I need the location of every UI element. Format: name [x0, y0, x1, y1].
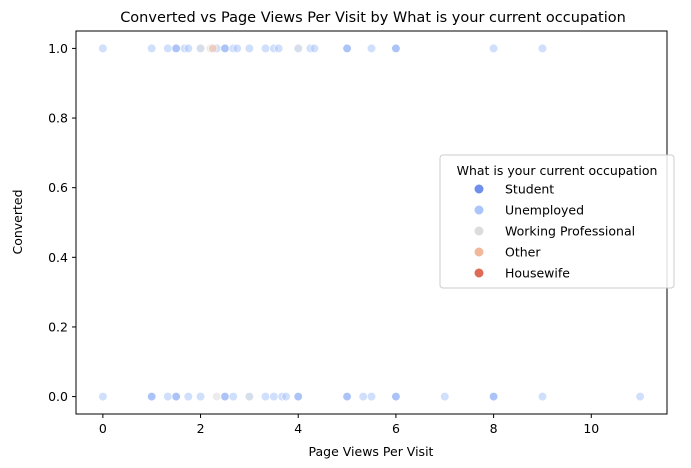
- data-point-1-32: [260, 391, 271, 402]
- data-point-1-14: [274, 43, 284, 54]
- legend-marker: [473, 204, 485, 216]
- data-point-1-36: [293, 391, 303, 402]
- data-point-1-41: [440, 391, 450, 402]
- data-point-1-23: [98, 391, 108, 402]
- legend: What is your current occupation Student U…: [439, 154, 675, 289]
- data-point-1-38: [358, 391, 368, 402]
- legend-marker: [473, 183, 485, 195]
- x-tick-label: 0: [99, 421, 107, 436]
- x-tick-label: 8: [490, 421, 498, 436]
- data-point-1-39: [366, 391, 377, 402]
- data-point-1-18: [342, 43, 352, 54]
- data-point-1-35: [281, 391, 291, 402]
- data-point-1-3: [171, 43, 181, 54]
- data-point-1-8: [220, 43, 230, 54]
- data-point-1-24: [147, 391, 157, 402]
- data-point-1-40: [391, 391, 401, 402]
- data-point-1-30: [228, 391, 238, 402]
- data-point-1-28: [195, 391, 206, 402]
- legend-box: [439, 154, 675, 289]
- data-point-1-5: [183, 43, 193, 54]
- legend-marker: [473, 246, 485, 258]
- y-tick-label: 0.8: [48, 111, 68, 126]
- y-tick-label: 1.0: [48, 41, 68, 56]
- data-point-1-12: [260, 43, 271, 54]
- y-axis-label: Converted: [10, 189, 25, 254]
- legend-label: Other: [505, 245, 541, 260]
- legend-label: Working Professional: [505, 224, 635, 239]
- data-point-1-21: [489, 43, 499, 54]
- data-point-1-0: [98, 43, 108, 54]
- y-tick-label: 0.6: [48, 180, 68, 195]
- legend-label: Housewife: [505, 266, 570, 281]
- data-point-1-11: [244, 43, 254, 54]
- x-tick-label: 6: [392, 421, 400, 436]
- data-point-1-22: [537, 43, 548, 54]
- data-point-1-44: [635, 391, 645, 402]
- data-point-1-43: [537, 391, 548, 402]
- data-point-1-27: [183, 391, 193, 402]
- y-tick-label: 0.4: [48, 250, 68, 265]
- data-point-1-20: [391, 43, 401, 54]
- data-point-1-29: [220, 391, 230, 402]
- data-point-1-33: [269, 391, 279, 402]
- data-point-3-0: [208, 43, 218, 54]
- x-tick-label: 2: [197, 421, 205, 436]
- legend-label: Unemployed: [505, 203, 584, 218]
- data-point-1-19: [366, 43, 377, 54]
- data-point-1-2: [163, 43, 173, 54]
- data-point-2-2: [293, 43, 303, 54]
- legend-marker: [473, 267, 485, 279]
- data-point-1-25: [163, 391, 173, 402]
- data-point-2-0: [195, 43, 206, 54]
- y-tick-label: 0.2: [48, 319, 68, 334]
- data-point-2-4: [244, 391, 254, 402]
- x-tick-label: 10: [583, 421, 599, 436]
- data-point-1-10: [232, 43, 242, 54]
- data-point-2-3: [212, 391, 222, 402]
- x-axis-label: Page Views Per Visit: [309, 444, 434, 459]
- legend-title: What is your current occupation: [457, 163, 658, 178]
- points-layer: [98, 43, 645, 402]
- legend-marker: [473, 225, 485, 237]
- chart-title: Converted vs Page Views Per Visit by Wha…: [120, 10, 626, 26]
- data-point-1-26: [171, 391, 181, 402]
- data-point-1-37: [342, 391, 352, 402]
- legend-label: Student: [505, 182, 554, 197]
- x-tick-label: 4: [294, 421, 302, 436]
- data-point-1-1: [147, 43, 157, 54]
- ticks-layer: 0 2 4 6 8 10 0.0 0.2 0.4 0.6 0.8 1.0: [48, 41, 599, 436]
- legend-entries: Student Unemployed Working Professional Oth…: [473, 182, 635, 281]
- data-point-1-42: [489, 391, 499, 402]
- y-tick-label: 0.0: [48, 389, 68, 404]
- data-point-1-17: [309, 43, 319, 54]
